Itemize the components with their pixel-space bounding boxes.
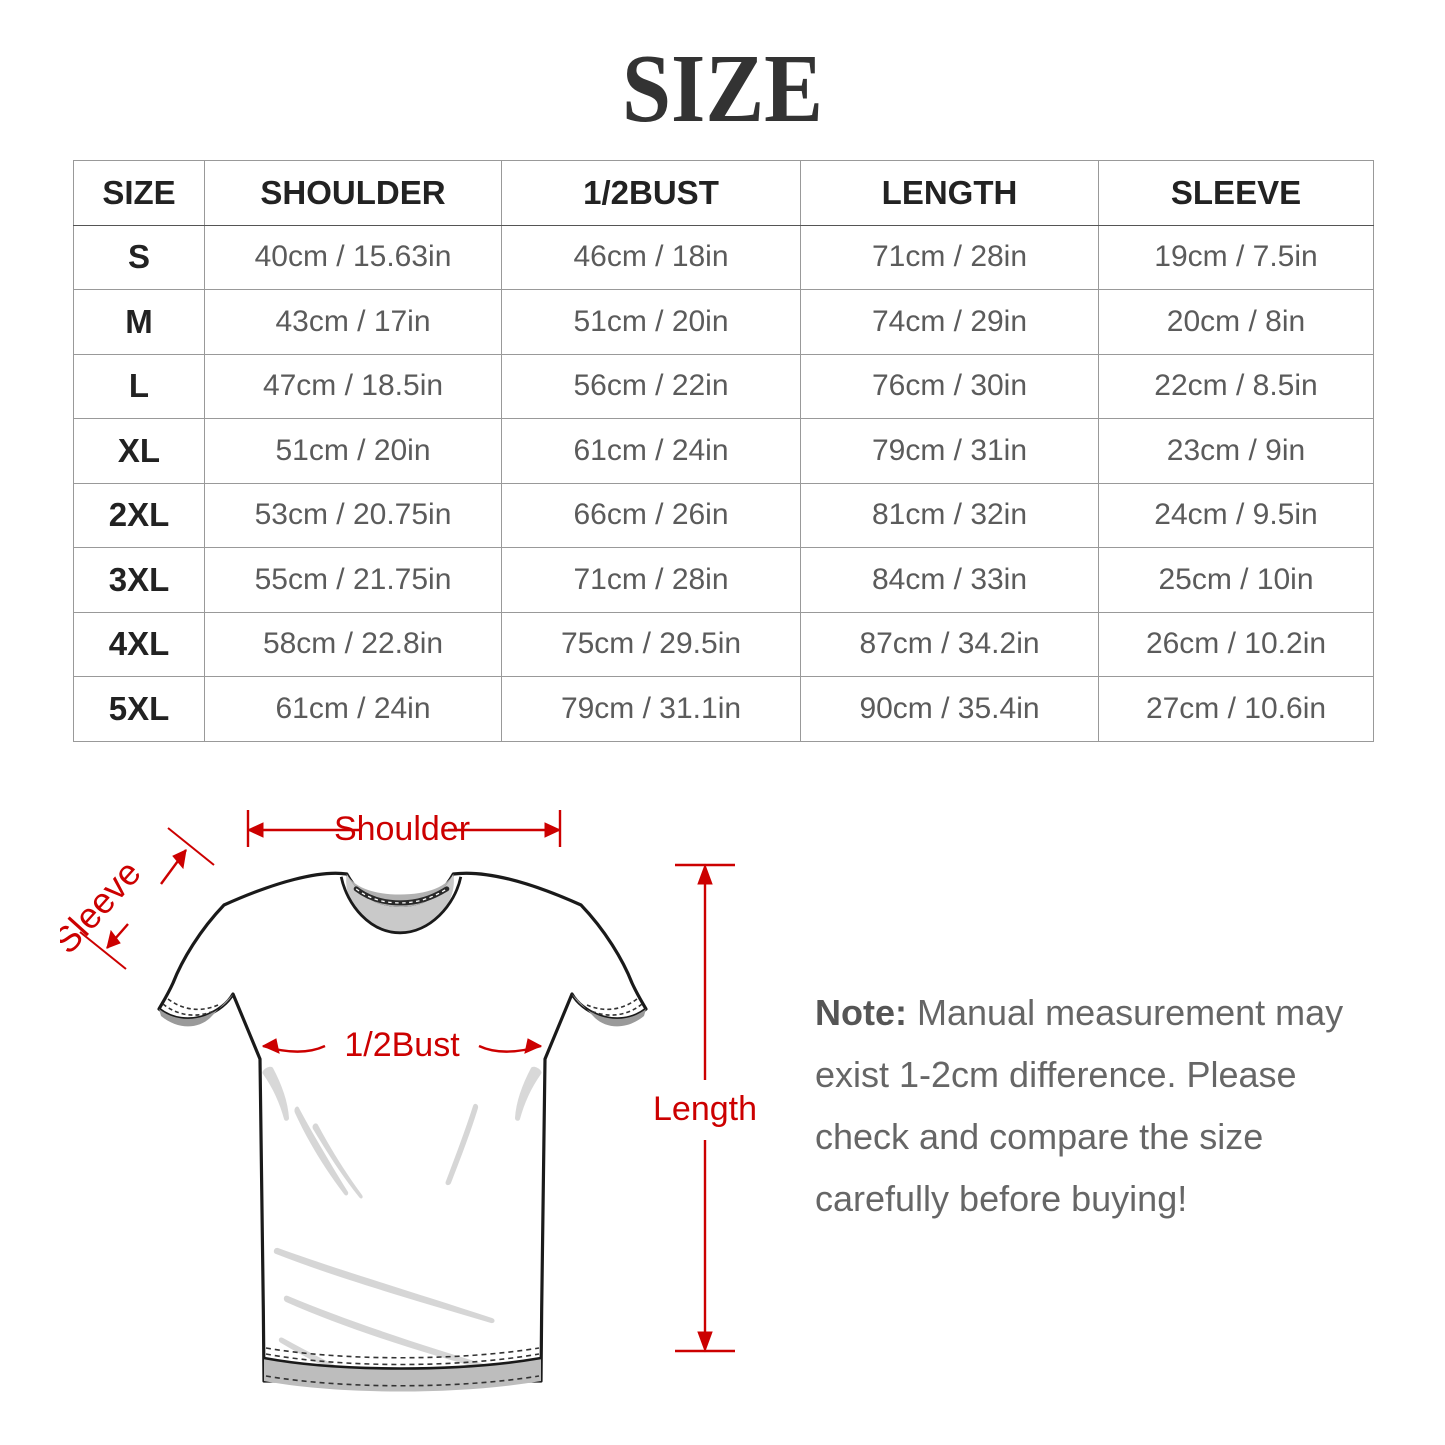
svg-text:Shoulder: Shoulder xyxy=(334,810,470,848)
svg-text:Sleeve: Sleeve xyxy=(60,852,149,961)
svg-text:1/2Bust: 1/2Bust xyxy=(344,1026,460,1064)
svg-text:Length: Length xyxy=(653,1090,757,1128)
